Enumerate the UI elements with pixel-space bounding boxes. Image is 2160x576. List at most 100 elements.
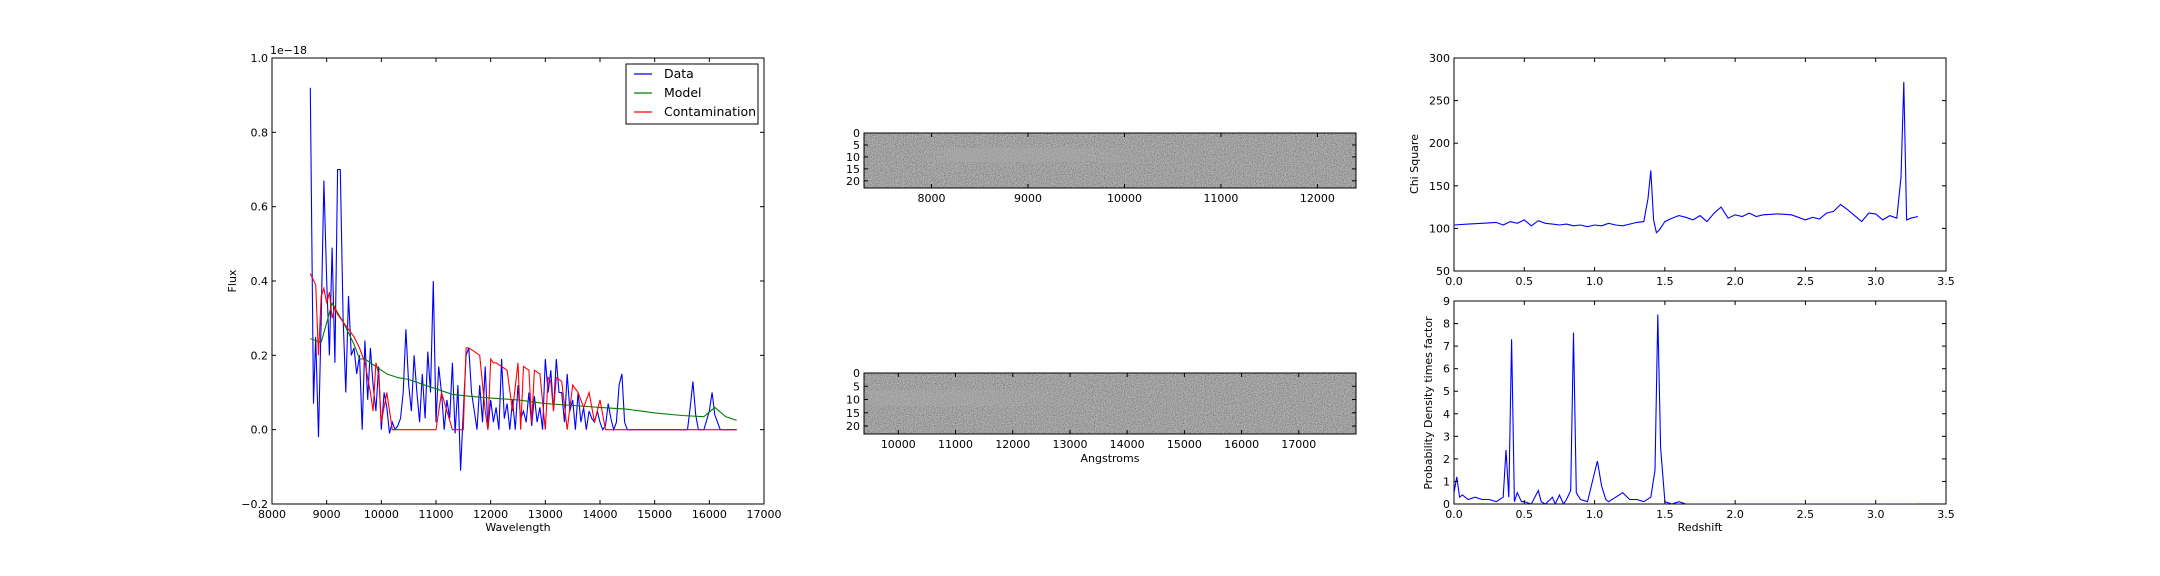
chi-square-y-ticks: 50 100 150 200 250 300 <box>1429 52 1946 278</box>
spectrum-image-top-y-tick-label: 0 <box>853 127 860 140</box>
probability-series <box>1454 314 1918 504</box>
spectrum-x-tick-label: 17000 <box>747 508 782 521</box>
probability-y-tick-label: 0 <box>1443 498 1450 511</box>
spectrum-image-top-frame <box>863 132 1357 189</box>
spectrum-image-top-x-tick-label: 12000 <box>1300 192 1335 205</box>
spectrum-y-scale-note: 1e−18 <box>270 44 307 57</box>
probability-y-tick-label: 9 <box>1443 295 1450 308</box>
spectrum-image-bottom-x-tick-label: 15000 <box>1167 438 1202 451</box>
spectrum-image-bottom-y-tick-label: 5 <box>853 380 860 393</box>
probability-y-tick-label: 6 <box>1443 363 1450 376</box>
spectrum-legend: Data Model Contamination <box>625 63 759 125</box>
probability-y-tick-label: 1 <box>1443 475 1450 488</box>
probability-y-ticks: 0 1 2 3 4 5 6 7 8 9 <box>1443 295 1946 511</box>
spectrum-series-data <box>309 87 737 471</box>
chi-square-y-label: Chi Square <box>1408 134 1421 194</box>
chi-square-x-tick-label: 1.0 <box>1586 275 1604 288</box>
spectrum-y-tick-label: 1.0 <box>251 52 269 65</box>
chi-square-x-tick-label: 0.0 <box>1445 275 1463 288</box>
probability-x-label: Redshift <box>1678 521 1723 534</box>
spectrum-image-bottom-x-tick-label: 17000 <box>1281 438 1316 451</box>
chi-square-y-tick-label: 50 <box>1436 265 1450 278</box>
spectrum-image-bottom-trace <box>869 390 1099 406</box>
spectrum-image-bottom-frame <box>863 372 1357 435</box>
chi-square-x-tick-label: 3.0 <box>1867 275 1885 288</box>
spectrum-image-bottom-y-tick-label: 20 <box>846 420 860 433</box>
spectrum-x-tick-label: 14000 <box>583 508 618 521</box>
spectrum-series <box>309 87 737 471</box>
spectrum-x-label: Wavelength <box>485 521 550 534</box>
probability-x-tick-label: 2.0 <box>1726 508 1744 521</box>
probability-x-tick-label: 1.5 <box>1656 508 1674 521</box>
spectrum-panel: 8000 9000 10000 11000 12000 13000 14000 15000 16… <box>226 44 782 534</box>
probability-plot-frame <box>1453 300 1947 505</box>
probability-x-tick-label: 1.0 <box>1586 508 1604 521</box>
chi-square-series <box>1454 81 1919 234</box>
chi-square-y-tick-label: 200 <box>1429 137 1450 150</box>
spectrum-y-label: Flux <box>226 269 239 292</box>
spectrum-image-bottom-y-tick-label: 10 <box>846 394 860 407</box>
probability-y-tick-label: 4 <box>1443 408 1450 421</box>
spectrum-y-tick-label: 0.4 <box>251 275 269 288</box>
spectrum-image-top-y-tick-label: 15 <box>846 163 860 176</box>
spectrum-x-tick-label: 15000 <box>637 508 672 521</box>
spectrum-x-tick-label: 16000 <box>692 508 727 521</box>
spectrum-image-top-y-tick-label: 20 <box>846 175 860 188</box>
probability-y-tick-label: 7 <box>1443 340 1450 353</box>
chi-square-x-tick-label: 2.0 <box>1726 275 1744 288</box>
chi-square-series-curve <box>1454 81 1919 234</box>
spectrum-image-top-x-tick-label: 10000 <box>1107 192 1142 205</box>
chi-square-plot-frame <box>1453 57 1947 272</box>
probability-x-tick-label: 2.5 <box>1797 508 1815 521</box>
spectrum-y-tick-label: 0.8 <box>251 126 269 139</box>
spectrum-image-top-x-ticks: 8000 9000 10000 11000 12000 <box>918 133 1335 205</box>
probability-series-curve <box>1454 314 1918 504</box>
spectrum-image-bottom: 10000 11000 12000 13000 14000 15000 16000 17000… <box>846 367 1357 465</box>
spectrum-image-bottom-x-tick-label: 11000 <box>938 438 973 451</box>
probability-x-tick-label: 3.5 <box>1937 508 1955 521</box>
spectrum-image-bottom-y-tick-label: 0 <box>853 367 860 380</box>
spectrum-x-tick-label: 9000 <box>313 508 341 521</box>
spectrum-series-model <box>310 301 737 421</box>
probability-y-tick-label: 8 <box>1443 318 1450 331</box>
spectrum-image-top-x-tick-label: 11000 <box>1203 192 1238 205</box>
spectrum-image-bottom-y-tick-label: 15 <box>846 407 860 420</box>
probability-x-tick-label: 3.0 <box>1867 508 1885 521</box>
chi-square-y-tick-label: 300 <box>1429 52 1450 65</box>
probability-x-ticks: 0.0 0.5 1.0 1.5 2.0 2.5 3.0 3.5 <box>1445 301 1955 521</box>
probability-y-tick-label: 2 <box>1443 453 1450 466</box>
chi-square-x-tick-label: 0.5 <box>1516 275 1534 288</box>
spectrum-y-tick-label: 0.6 <box>251 201 269 214</box>
spectrum-x-tick-label: 10000 <box>364 508 399 521</box>
chi-square-y-tick-label: 250 <box>1429 95 1450 108</box>
probability-y-tick-label: 5 <box>1443 385 1450 398</box>
spectrum-x-tick-label: 11000 <box>419 508 454 521</box>
chi-square-x-tick-label: 1.5 <box>1656 275 1674 288</box>
spectrum-series-contamination <box>309 273 737 431</box>
spectrum-plot-frame <box>271 57 765 505</box>
spectrum-image-bottom-x-ticks: 10000 11000 12000 13000 14000 15000 16000 17000 <box>881 373 1316 451</box>
probability-y-label: Probability Density times factor <box>1422 316 1435 490</box>
chi-square-x-tick-label: 2.5 <box>1797 275 1815 288</box>
legend-label-data: Data <box>664 66 694 81</box>
probability-y-tick-label: 3 <box>1443 430 1450 443</box>
chi-square-x-ticks: 0.0 0.5 1.0 1.5 2.0 2.5 3.0 3.5 <box>1445 58 1955 288</box>
spectrum-image-bottom-x-tick-label: 12000 <box>995 438 1030 451</box>
spectrum-y-tick-label: 0.0 <box>251 424 269 437</box>
spectrum-image-top-x-tick-label: 8000 <box>918 192 946 205</box>
spectrum-image-bottom-x-tick-label: 13000 <box>1052 438 1087 451</box>
chi-square-x-tick-label: 3.5 <box>1937 275 1955 288</box>
legend-label-model: Model <box>664 85 702 100</box>
spectrum-y-tick-label: −0.2 <box>241 498 268 511</box>
spectrum-image-top-trace <box>921 148 1164 162</box>
spectrum-x-tick-label: 12000 <box>473 508 508 521</box>
chi-square-y-tick-label: 150 <box>1429 180 1450 193</box>
spectrum-image-bottom-x-tick-label: 14000 <box>1110 438 1145 451</box>
probability-x-tick-label: 0.0 <box>1445 508 1463 521</box>
spectrum-x-tick-label: 8000 <box>258 508 286 521</box>
spectrum-image-bottom-x-tick-label: 10000 <box>881 438 916 451</box>
spectrum-y-ticks: −0.2 0.0 0.2 0.4 0.6 0.8 1.0 <box>241 52 764 511</box>
